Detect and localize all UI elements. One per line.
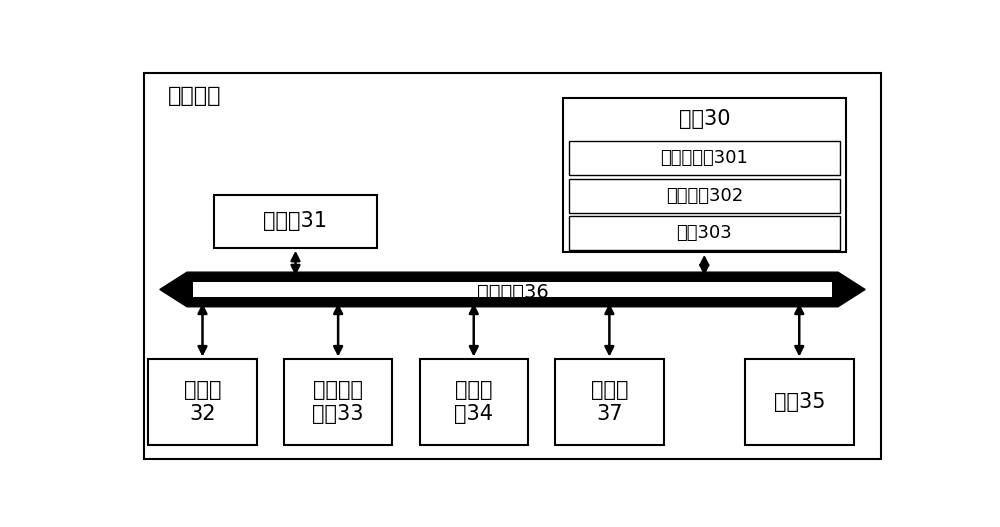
Text: 计算机程序301: 计算机程序301	[660, 149, 748, 167]
Bar	[148, 359, 257, 445]
Text: 通信接
匈34: 通信接 匈34	[454, 380, 493, 424]
Polygon shape	[160, 272, 865, 307]
Bar	[569, 216, 840, 250]
Text: 操作系统302: 操作系统302	[666, 187, 743, 204]
Bar	[555, 359, 664, 445]
Bar	[563, 97, 846, 252]
Bar	[284, 359, 392, 445]
Bar	[569, 179, 840, 213]
Text: 传感器
37: 传感器 37	[591, 380, 628, 424]
Text: 电子设备: 电子设备	[168, 85, 221, 105]
Text: 通信总线36: 通信总线36	[477, 284, 548, 302]
Text: 处理器31: 处理器31	[264, 211, 328, 231]
Bar	[745, 359, 854, 445]
Bar	[420, 359, 528, 445]
Text: 电源35: 电源35	[774, 392, 825, 412]
Bar	[569, 141, 840, 175]
Bar	[214, 195, 377, 248]
Text: 显示屏
32: 显示屏 32	[184, 380, 221, 424]
Text: 数据303: 数据303	[676, 224, 732, 242]
Text: 输入输出
接口33: 输入输出 接口33	[312, 380, 364, 424]
Text: 存储30: 存储30	[679, 109, 730, 129]
Bar	[193, 281, 832, 297]
